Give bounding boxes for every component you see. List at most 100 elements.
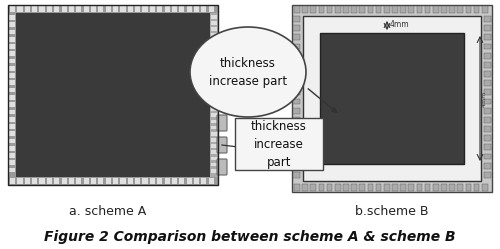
Ellipse shape: [190, 27, 306, 117]
Bar: [484, 25, 491, 31]
Bar: [343, 6, 348, 13]
Bar: [9, 88, 15, 92]
Bar: [54, 178, 60, 184]
Text: Figure 2 Comparison between scheme A & scheme B: Figure 2 Comparison between scheme A & s…: [44, 230, 456, 244]
Bar: [9, 22, 15, 27]
FancyBboxPatch shape: [217, 137, 227, 153]
Bar: [106, 178, 111, 184]
Bar: [172, 6, 177, 12]
Bar: [441, 6, 446, 13]
Bar: [360, 184, 365, 191]
Bar: [320, 33, 464, 164]
Bar: [9, 66, 15, 71]
Bar: [113, 6, 118, 12]
Bar: [458, 6, 463, 13]
Bar: [424, 6, 430, 13]
Bar: [8, 177, 218, 185]
Bar: [186, 178, 192, 184]
Bar: [84, 6, 88, 12]
Bar: [416, 184, 422, 191]
Bar: [9, 124, 15, 129]
Bar: [211, 169, 217, 173]
Bar: [69, 6, 74, 12]
Text: a. scheme A: a. scheme A: [70, 205, 146, 218]
Bar: [18, 178, 22, 184]
Bar: [484, 16, 491, 22]
Bar: [8, 5, 218, 13]
Bar: [293, 16, 300, 22]
Bar: [211, 107, 217, 111]
Bar: [368, 184, 373, 191]
Bar: [484, 126, 491, 132]
Bar: [449, 184, 455, 191]
Bar: [484, 163, 491, 169]
Bar: [292, 5, 492, 192]
Bar: [9, 102, 15, 107]
Bar: [293, 172, 300, 178]
Bar: [179, 178, 184, 184]
Bar: [9, 51, 15, 56]
Bar: [211, 114, 217, 117]
Bar: [484, 44, 491, 50]
Bar: [10, 178, 15, 184]
Bar: [310, 184, 316, 191]
Bar: [400, 184, 406, 191]
Bar: [441, 184, 446, 191]
FancyBboxPatch shape: [217, 71, 227, 87]
Bar: [293, 108, 300, 114]
Bar: [326, 6, 332, 13]
Bar: [9, 37, 15, 42]
Bar: [9, 117, 15, 122]
Bar: [211, 58, 217, 62]
Bar: [18, 6, 22, 12]
Bar: [9, 59, 15, 63]
Bar: [466, 6, 471, 13]
Bar: [293, 53, 300, 59]
Bar: [211, 120, 217, 123]
Bar: [208, 6, 214, 12]
Bar: [318, 184, 324, 191]
Text: b.scheme B: b.scheme B: [355, 205, 429, 218]
Bar: [392, 184, 398, 191]
Bar: [293, 163, 300, 169]
Bar: [416, 6, 422, 13]
Bar: [293, 117, 300, 123]
Bar: [208, 178, 214, 184]
Bar: [293, 99, 300, 105]
Bar: [293, 71, 300, 77]
Bar: [400, 6, 406, 13]
Bar: [120, 178, 126, 184]
Bar: [211, 89, 217, 93]
Bar: [9, 110, 15, 114]
Bar: [293, 80, 300, 86]
Bar: [302, 6, 308, 13]
Bar: [384, 6, 390, 13]
Bar: [211, 46, 217, 50]
Bar: [32, 178, 37, 184]
Bar: [24, 178, 30, 184]
FancyBboxPatch shape: [217, 115, 227, 131]
Bar: [9, 146, 15, 151]
Bar: [54, 6, 60, 12]
Bar: [293, 144, 300, 150]
Bar: [211, 144, 217, 148]
Bar: [458, 184, 463, 191]
Bar: [484, 135, 491, 141]
FancyBboxPatch shape: [217, 159, 227, 175]
Bar: [172, 178, 177, 184]
Bar: [40, 6, 44, 12]
Bar: [84, 178, 88, 184]
Bar: [303, 16, 481, 181]
Bar: [157, 6, 162, 12]
Bar: [91, 178, 96, 184]
Bar: [408, 184, 414, 191]
Bar: [9, 168, 15, 173]
Bar: [16, 13, 210, 177]
Bar: [211, 76, 217, 80]
Bar: [62, 6, 66, 12]
Bar: [424, 184, 430, 191]
Bar: [343, 184, 348, 191]
Bar: [474, 184, 480, 191]
Bar: [293, 153, 300, 159]
Bar: [211, 95, 217, 99]
